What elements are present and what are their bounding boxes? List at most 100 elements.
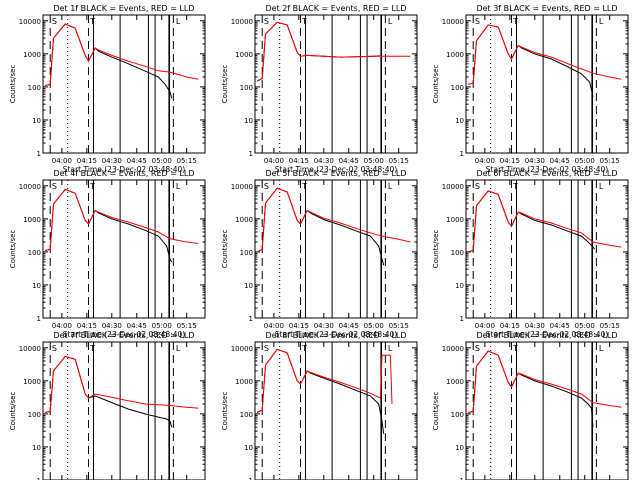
- plot-frame: [42, 179, 206, 319]
- lld-series-line: [256, 21, 411, 82]
- marker-label: S: [264, 17, 269, 26]
- marker-label: S: [264, 182, 269, 191]
- x-tick-label: 05:00: [152, 157, 172, 165]
- chart-panel: Det 1f BLACK = Events, RED = LLD S T L 1 10 10…: [9, 4, 206, 174]
- y-tick-label: 10000: [442, 345, 464, 353]
- y-axis-label: Counts/sec: [9, 65, 17, 104]
- events-series-line: [45, 23, 173, 99]
- x-tick-label: 04:30: [314, 157, 334, 165]
- y-tick-label: 1000: [235, 51, 253, 59]
- x-tick-label: 04:00: [475, 157, 495, 165]
- y-tick-label: 1000: [446, 51, 464, 59]
- y-tick-label: 1000: [23, 51, 41, 59]
- y-tick-label: 1000: [23, 216, 41, 224]
- y-tick-label: 10: [32, 117, 41, 125]
- x-tick-label: 05:00: [152, 322, 172, 330]
- y-tick-label: 1000: [235, 216, 253, 224]
- x-axis-label: Start Time (23-Dec-02 03:48:40): [63, 330, 185, 339]
- marker-label: L: [599, 182, 604, 191]
- y-axis-label: Counts/sec: [432, 65, 440, 104]
- x-tick-label: 04:45: [339, 322, 359, 330]
- y-tick-label: 100: [240, 411, 253, 419]
- marker-label: T: [512, 182, 518, 191]
- chart-panel: Det 3f BLACK = Events, RED = LLD S T L 1 10 10…: [432, 4, 629, 174]
- marker-label: L: [176, 17, 181, 26]
- x-tick-label: 04:15: [500, 322, 520, 330]
- y-axis-label: Counts/sec: [9, 392, 17, 431]
- y-axis-label: Counts/sec: [221, 392, 229, 431]
- plot-frame: [465, 341, 629, 480]
- marker-label: T: [301, 17, 307, 26]
- x-tick-label: 05:00: [364, 157, 384, 165]
- lld-series-line: [45, 355, 199, 413]
- y-tick-label: 1: [37, 150, 41, 158]
- x-tick-label: 04:15: [77, 322, 97, 330]
- events-series-line: [256, 187, 385, 266]
- chart-panel: Det 7f BLACK = Events, RED = LLD S T L 1 10 10…: [9, 331, 206, 480]
- events-series-line: [256, 21, 381, 82]
- y-tick-label: 10: [32, 444, 41, 452]
- y-tick-label: 10: [455, 117, 464, 125]
- x-axis-label: Start Time (23-Dec-02 03:48:40): [275, 330, 397, 339]
- marker-label: L: [176, 182, 181, 191]
- x-tick-label: 04:00: [52, 322, 72, 330]
- lld-series-line: [468, 24, 622, 85]
- lld-series-line: [468, 190, 622, 253]
- x-tick-label: 05:15: [600, 322, 620, 330]
- x-tick-label: 04:15: [289, 322, 309, 330]
- marker-label: S: [475, 17, 480, 26]
- chart-title: Det 6f BLACK = Events, RED = LLD: [476, 169, 617, 178]
- y-tick-label: 1000: [446, 378, 464, 386]
- y-tick-label: 100: [28, 411, 41, 419]
- y-tick-label: 10000: [442, 18, 464, 26]
- x-tick-label: 05:15: [177, 157, 197, 165]
- y-tick-label: 100: [240, 84, 253, 92]
- y-tick-label: 100: [28, 249, 41, 257]
- y-axis-label: Counts/sec: [221, 65, 229, 104]
- marker-label: S: [475, 344, 480, 353]
- y-tick-label: 10000: [231, 183, 253, 191]
- marker-label: L: [176, 344, 181, 353]
- x-tick-label: 04:00: [264, 322, 284, 330]
- lld-series-line: [256, 187, 411, 253]
- y-axis-label: Counts/sec: [221, 230, 229, 269]
- chart-panel: Det 9f BLACK = Events, RED = LLD S T L 1 10 10…: [432, 331, 629, 480]
- lld-series-line: [468, 350, 622, 413]
- y-tick-label: 100: [451, 411, 464, 419]
- y-tick-label: 100: [451, 249, 464, 257]
- x-tick-label: 04:30: [102, 322, 122, 330]
- chart-title: Det 9f BLACK = Events, RED = LLD: [476, 331, 617, 340]
- x-tick-label: 04:45: [127, 322, 147, 330]
- plot-frame: [254, 341, 418, 480]
- x-tick-label: 04:45: [550, 322, 570, 330]
- x-tick-label: 05:15: [389, 322, 409, 330]
- y-tick-label: 1000: [23, 378, 41, 386]
- x-tick-label: 04:15: [77, 157, 97, 165]
- chart-panel: Det 6f BLACK = Events, RED = LLD S T L 1 10 10…: [432, 169, 629, 339]
- plot-frame: [254, 179, 418, 319]
- x-tick-label: 04:30: [314, 322, 334, 330]
- y-tick-label: 10: [455, 444, 464, 452]
- chart-title: Det 7f BLACK = Events, RED = LLD: [53, 331, 194, 340]
- y-tick-label: 1: [460, 315, 464, 323]
- chart-panel: Det 8f BLACK = Events, RED = LLD S T L 1 10 10…: [221, 331, 418, 480]
- marker-label: T: [89, 182, 95, 191]
- y-tick-label: 1000: [446, 216, 464, 224]
- plot-frame: [254, 14, 418, 154]
- y-tick-label: 1: [37, 477, 41, 480]
- x-tick-label: 04:30: [525, 157, 545, 165]
- marker-label: L: [388, 17, 393, 26]
- chart-title: Det 4f BLACK = Events, RED = LLD: [53, 169, 194, 178]
- x-tick-label: 05:15: [389, 157, 409, 165]
- x-tick-label: 04:45: [127, 157, 147, 165]
- x-tick-label: 05:00: [575, 157, 595, 165]
- events-series-line: [468, 350, 594, 428]
- marker-label: T: [512, 344, 518, 353]
- lld-series-line: [256, 348, 393, 413]
- marker-label: T: [512, 17, 518, 26]
- plot-frame: [42, 341, 206, 480]
- y-tick-label: 10: [244, 117, 253, 125]
- x-axis-label: Start Time (23-Dec-02 03:48:40): [275, 165, 397, 174]
- events-series-line: [468, 24, 594, 98]
